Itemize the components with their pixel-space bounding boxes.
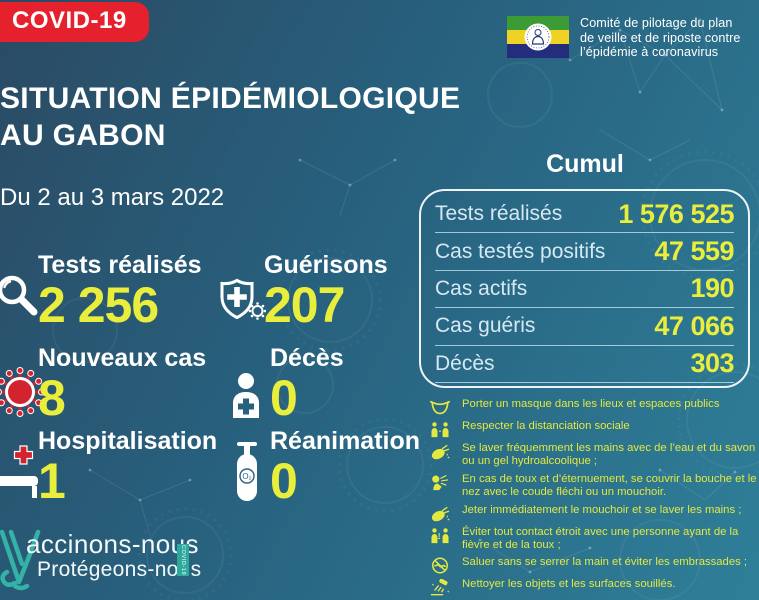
search-icon	[0, 275, 38, 316]
svg-text:O₂: O₂	[242, 472, 251, 481]
stat-label: Hospitalisation	[38, 427, 218, 455]
list-item: Nettoyer les objets et les surfaces soui…	[428, 578, 758, 596]
person-cross-icon	[233, 373, 259, 418]
row-label: Cas testés positifs	[435, 239, 606, 263]
stat-nouveaux-cas: Nouveaux cas 8	[38, 345, 206, 425]
table-row: Décès 303	[435, 346, 734, 383]
clean-surfaces-icon	[430, 579, 450, 596]
committee-text: Comité de pilotage du plan de veille et …	[580, 16, 741, 60]
stat-guerisons: Guérisons 207	[264, 252, 388, 332]
measure-text: Respecter la distanciation sociale	[462, 420, 630, 432]
row-value: 47 559	[654, 236, 734, 267]
fever-contact-icon	[431, 527, 449, 543]
row-label: Tests réalisés	[435, 202, 563, 226]
measure-text: En cas de toux et d’éternuement, se couv…	[462, 472, 757, 499]
report-period: Du 2 au 3 mars 2022	[0, 184, 225, 211]
committee-line: de veille et de riposte contre	[580, 30, 741, 45]
mask-icon	[429, 400, 451, 415]
table-row: Cas testés positifs 47 559	[435, 233, 734, 271]
measure-text: Se laver fréquemment les mains avec de l…	[462, 442, 756, 468]
hospital-bed-icon	[0, 445, 38, 498]
social-distance-icon	[431, 422, 449, 438]
committee-line: l’épidémie à coronavirus	[580, 45, 719, 60]
row-label: Décès	[435, 351, 495, 375]
wash-hands-icon	[431, 444, 450, 460]
wash-hands-icon	[431, 506, 450, 521]
title-line1: SITUATION ÉPIDÉMIOLOGIQUE	[0, 82, 461, 115]
stat-label: Nouveaux cas	[38, 344, 207, 372]
vaccinons-nous-text: accinons-nous	[26, 529, 199, 559]
row-value: 47 066	[654, 310, 734, 341]
stat-label: Décès	[270, 344, 344, 372]
table-row: Cas actifs 190	[435, 271, 734, 309]
sneeze-elbow-icon	[432, 474, 449, 490]
table-row: Cas guéris 47 066	[435, 308, 734, 346]
list-item: En cas de toux et d’éternuement, se couv…	[428, 473, 758, 500]
measure-text: Jeter immédiatement le mouchoir et se la…	[462, 503, 742, 516]
stat-value: 8	[38, 370, 66, 426]
protegeons-nous-text: Protégeons-nous	[37, 558, 202, 581]
list-item: Porter un masque dans les lieux et espac…	[428, 398, 758, 416]
row-value: 1 576 525	[618, 198, 734, 229]
stat-value: 0	[270, 370, 298, 426]
measure-text: Éviter tout contact étroit avec une pers…	[462, 525, 739, 552]
table-row: Tests réalisés 1 576 525	[435, 196, 734, 234]
measure-text: Porter un masque dans les lieux et espac…	[462, 398, 720, 410]
stat-tests-realises: Tests réalisés 2 256	[38, 252, 202, 332]
cumul-title: Cumul	[546, 150, 624, 178]
stat-value: 207	[264, 277, 345, 333]
row-value: 303	[690, 348, 734, 379]
committee-line: Comité de pilotage du plan	[580, 16, 733, 30]
stat-label: Tests réalisés	[38, 251, 202, 279]
stat-label: Réanimation	[270, 427, 421, 455]
row-value: 190	[690, 273, 734, 304]
stat-hospitalisation: Hospitalisation 1	[38, 428, 217, 508]
covid19-vertical-badge: COVID-19	[177, 544, 189, 576]
vaccination-hand-v-icon	[0, 529, 41, 591]
list-item: Saluer sans se serrer la main et éviter …	[428, 556, 758, 574]
stat-label: Guérisons	[264, 251, 388, 279]
list-item: Jeter immédiatement le mouchoir et se la…	[428, 504, 758, 522]
row-label: Cas guéris	[435, 314, 536, 338]
stat-value: 2 256	[38, 277, 159, 333]
stat-reanimation: Réanimation 0	[270, 428, 420, 508]
list-item: Se laver fréquemment les mains avec de l…	[428, 442, 758, 469]
stat-value: 0	[270, 453, 298, 509]
title-line2: AU GABON	[0, 119, 166, 152]
stat-value: 1	[38, 453, 66, 509]
measure-text: Saluer sans se serrer la main et éviter …	[462, 556, 748, 569]
no-handshake-icon	[432, 557, 448, 574]
list-item: Éviter tout contact étroit avec une pers…	[428, 526, 758, 553]
row-label: Cas actifs	[435, 276, 528, 300]
oxygen-tank-icon: O₂	[237, 442, 257, 501]
stat-deces: Décès 0	[270, 345, 344, 425]
prevention-measures-list: Porter un masque dans les lieux et espac…	[428, 398, 758, 596]
list-item: Respecter la distanciation sociale	[428, 420, 758, 438]
virus-icon	[0, 367, 45, 417]
cumul-table: Tests réalisés 1 576 525 Cas testés posi…	[419, 189, 750, 388]
measure-text: Nettoyer les objets et les surfaces soui…	[462, 578, 676, 591]
shield-cross-icon	[220, 278, 266, 320]
page-title: SITUATION ÉPIDÉMIOLOGIQUE AU GABON	[0, 80, 460, 154]
gabon-flag	[507, 16, 569, 58]
covid19-badge: COVID-19	[0, 2, 149, 42]
